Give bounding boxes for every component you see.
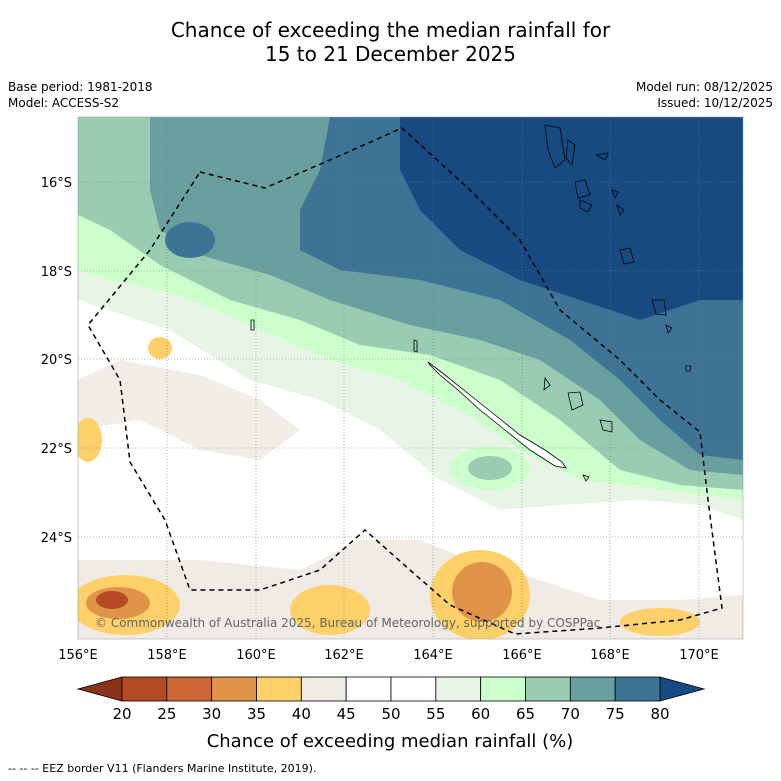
colorbar-tick-label: 35 [247,705,266,723]
lon-label: 168°E [590,648,630,663]
title-line-2: 15 to 21 December 2025 [264,42,516,66]
lon-label: 170°E [679,648,719,663]
lon-label: 158°E [147,648,187,663]
lat-labels: 16°S 18°S 20°S 22°S 24°S [41,176,72,546]
colorbar-segment [569,676,616,702]
eez-legend: -- -- -- EEZ border V11 (Flanders Marine… [8,762,317,775]
colorbar-tick-label: 40 [292,705,311,723]
colorbar-segment [300,676,347,702]
lon-label: 160°E [236,648,276,663]
colorbar-segment [166,676,213,702]
probability-shading [78,117,743,639]
colorbar-segment [345,676,392,702]
colorbar-tick-label: 75 [606,705,625,723]
lat-label: 24°S [41,531,72,546]
map-frame [77,116,744,640]
lon-label: 164°E [413,648,453,663]
lat-label: 18°S [41,265,72,280]
colorbar-segment [525,676,571,702]
copyright-text: © Commonwealth of Australia 2025, Bureau… [95,616,600,630]
patch-35-40-nw [148,337,172,359]
band-40-45-west [78,360,300,460]
colorbar-tick-label: 30 [202,705,221,723]
colorbar-tick-label: 70 [561,705,580,723]
colorbar-tick-label: 65 [516,705,535,723]
lat-label: 16°S [41,176,72,191]
colorbar: 20 25 30 35 40 45 50 55 60 65 70 75 80 [76,676,706,723]
colorbar-tick-label: 25 [157,705,176,723]
model-name: Model: ACCESS-S2 [8,96,120,110]
issued-date: Issued: 10/12/2025 [657,96,773,110]
colorbar-tick-label: 20 [112,705,131,723]
blob-teal-west [165,222,215,258]
meta-left: Base period: 1981-2018 Model: ACCESS-S2 [8,79,153,111]
colorbar-segment [435,676,482,702]
colorbar-segment [480,676,526,702]
colorbar-segment [256,676,302,702]
patch-25-30-sw [96,591,128,609]
lon-label: 156°E [58,648,98,663]
colorbar-segment [614,676,661,702]
lon-label: 166°E [502,648,542,663]
colorbar-label: Chance of exceeding median rainfall (%) [207,731,574,752]
gridlines [78,117,743,639]
lon-label: 162°E [324,648,364,663]
patch-30-35-se [452,562,512,622]
colorbar-segment [211,676,257,702]
colorbar-tick-label: 45 [337,705,356,723]
lat-label: 22°S [41,442,72,457]
colorbar-segment [390,676,437,702]
blob-midgreen-south [468,456,512,480]
patch-35-40-s [290,585,370,635]
colorbar-tick-label: 80 [650,705,669,723]
colorbar-extension-high [659,676,706,702]
lon-labels: 156°E 158°E 160°E 162°E 164°E 166°E 168°… [58,648,719,663]
title-line-1: Chance of exceeding the median rainfall … [170,18,611,42]
base-period: Base period: 1981-2018 [8,80,153,94]
map-title: Chance of exceeding the median rainfall … [0,18,781,66]
new-caledonia-landmass [427,361,567,469]
eez-border [87,127,723,635]
colorbar-extension-low [76,676,123,702]
colorbar-tick-label: 55 [426,705,445,723]
islands [250,124,692,482]
lat-label: 20°S [41,353,72,368]
colorbar-tick-label: 60 [471,705,490,723]
band-40-45-south [78,540,743,639]
patch-35-40-w [78,418,102,462]
meta-right: Model run: 08/12/2025 Issued: 10/12/2025 [636,79,773,111]
colorbar-segment [121,676,168,702]
colorbar-tick-label: 50 [381,705,400,723]
band-80-plus [400,117,743,320]
model-run: Model run: 08/12/2025 [635,80,773,94]
